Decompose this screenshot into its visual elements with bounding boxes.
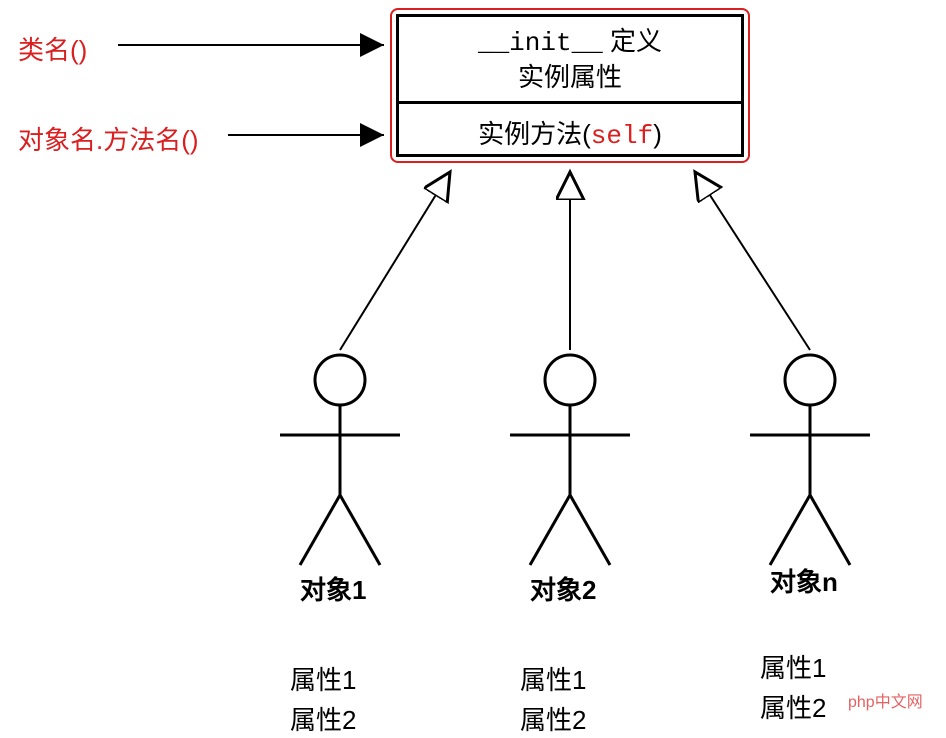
stick-figure-2 xyxy=(510,355,630,565)
arrow-objn-to-class xyxy=(695,172,810,350)
stick-figure-1 xyxy=(280,355,400,565)
arrow-obj1-to-class xyxy=(340,172,450,350)
stick-figure-n xyxy=(750,355,870,565)
diagram-svg xyxy=(0,0,946,738)
